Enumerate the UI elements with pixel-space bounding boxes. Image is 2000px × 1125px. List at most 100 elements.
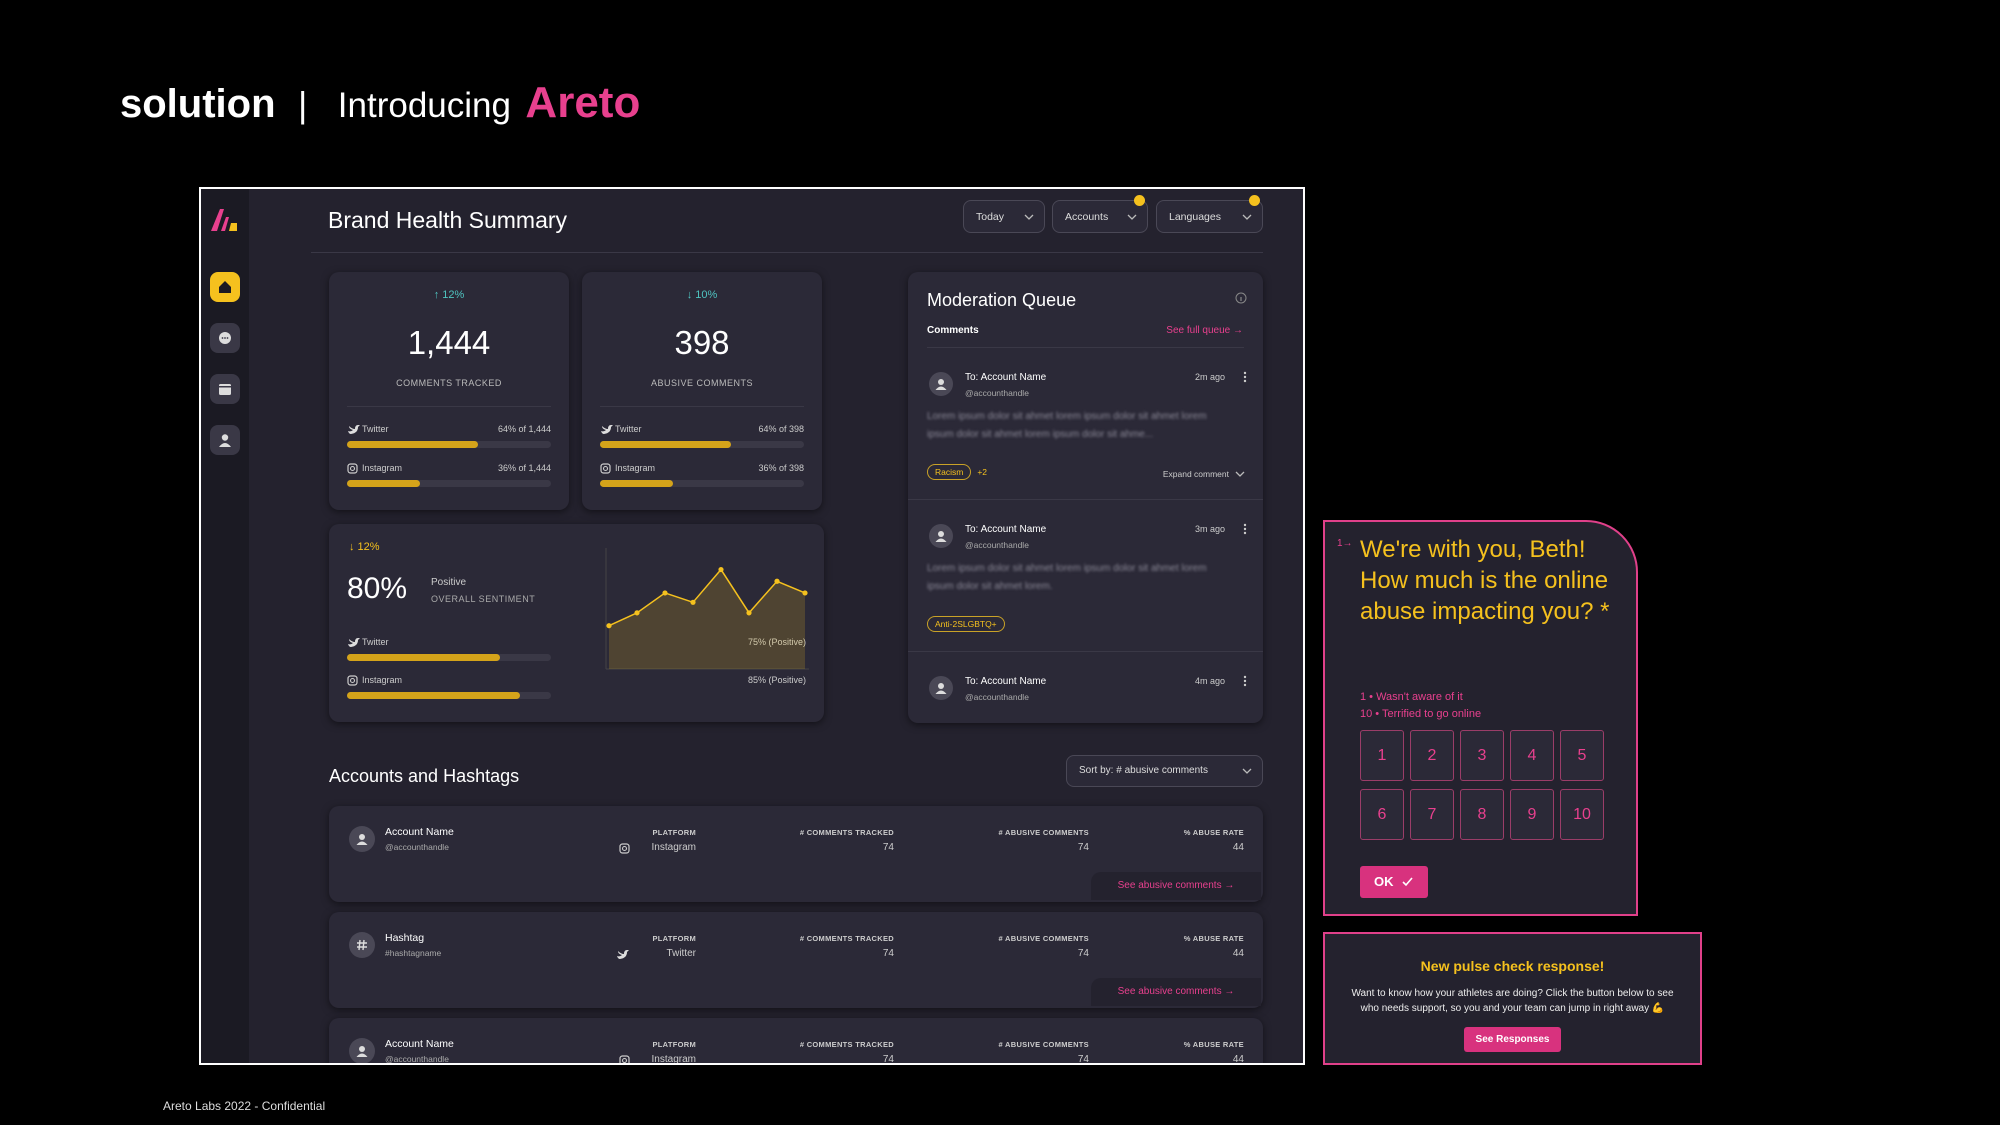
header-intro: Introducing [337,86,511,125]
comment-handle: @accounthandle [965,691,1029,702]
rating-option[interactable]: 1 [1360,730,1404,781]
column-value: 74 [1077,948,1089,959]
sentiment-card: ↓ 12% 80% Positive OVERALL SENTIMENT Twitter… [329,524,824,722]
moderation-tab[interactable]: Comments [927,325,979,336]
card-divider [927,347,1244,348]
progress-fill [347,441,478,448]
expand-comment[interactable]: Expand comment [1162,468,1229,479]
sort-dropdown[interactable]: Sort by: # abusive comments [1066,755,1263,787]
rating-option[interactable]: 6 [1360,789,1404,840]
nav-comments[interactable] [210,323,240,353]
ok-label: OK [1374,874,1394,890]
comment-handle: @accounthandle [965,387,1029,398]
rating-label: 1 [1377,747,1387,765]
check-icon [1402,877,1413,887]
sidebar [201,189,249,1063]
tag-list: Anti-2SLGBTQ+ [927,616,1005,632]
sentiment-sublabel: OVERALL SENTIMENT [431,593,536,604]
sentiment-chart [605,548,809,670]
item-divider [908,651,1263,652]
icon-shape [221,217,229,231]
column-value: Twitter [666,948,696,959]
account-row: Hashtag #hashtagname PLATFORM Twitter # COMM… [329,912,1263,1008]
tag: Anti-2SLGBTQ+ [927,616,1005,632]
icon-shape [601,425,613,434]
header-label: solution [120,82,276,126]
nav-home[interactable] [210,272,240,302]
tag: +2 [977,467,988,477]
icon-shape [935,538,947,542]
icon-shape [211,209,224,231]
icon-shape [221,434,229,441]
account-name: Hashtag [385,931,425,944]
platform-name: Instagram [615,462,656,473]
icon-shape [1243,379,1247,383]
rating-option[interactable]: 8 [1460,789,1504,840]
see-responses-button[interactable]: See Responses [1464,1027,1561,1052]
line-point [774,578,780,584]
header-brand: Areto [525,78,641,127]
icon-shape [619,843,630,854]
avatar-icon [356,834,368,845]
see-full-queue-link[interactable]: See full queue → [1166,325,1243,336]
see-abusive-comments-button[interactable]: See abusive comments → [1091,978,1261,1006]
icon-shape [356,1053,368,1057]
rating-label: 2 [1427,747,1437,765]
nav-calendar[interactable] [210,374,240,404]
tag: Racism [927,464,972,480]
icon-shape [226,337,229,339]
column-header: % ABUSE RATE [1183,1039,1244,1049]
stat-change: ↑ 12% [433,289,465,302]
scale-min-label: 1 • Wasn't aware of it [1360,691,1463,704]
rating-option[interactable]: 7 [1410,789,1454,840]
ok-button[interactable]: OK [1360,866,1428,898]
line-point [802,590,808,596]
stat-card: ↓ 10% 398 ABUSIVE COMMENTS Twitter 64% of 39… [582,272,822,510]
chevron [1242,768,1252,774]
question-text: We're with you, Beth! How much is the on… [1360,536,1610,625]
sort-label: Sort by: # abusive comments [1079,765,1208,776]
platform-share: 64% of 1,444 [497,423,551,434]
column-value: 74 [882,1054,894,1065]
progress-fill [600,480,674,487]
icon-shape [621,845,628,852]
progress-fill [347,692,521,699]
stat-value: 398 [674,324,730,362]
rating-option[interactable]: 3 [1460,730,1504,781]
more-menu[interactable] [1243,523,1247,535]
line-area [609,569,805,669]
rating-option[interactable]: 9 [1510,789,1554,840]
nav-profile[interactable] [210,425,240,455]
column-value: Instagram [651,842,696,853]
filter-label: Today [976,210,1005,223]
more-menu[interactable] [1243,675,1247,687]
filter-dropdown[interactable]: Today [963,200,1045,233]
column-value: 74 [1077,842,1089,853]
see-abusive-comments-button[interactable]: See abusive comments → [1091,872,1261,900]
platform-share: 75% (Positive) [747,636,806,647]
filter-dropdown[interactable]: Languages [1156,200,1263,233]
icon-shape [357,939,367,951]
rating-option[interactable]: 4 [1510,730,1554,781]
progress-fill [600,441,731,448]
chevron [1235,471,1245,477]
filter-dropdown[interactable]: Accounts [1052,200,1148,233]
platform-share: 36% of 1,444 [497,462,551,473]
nav-comments-icon [219,332,231,344]
scale-max-label: 10 • Terrified to go online [1360,708,1482,721]
progress-track [600,480,804,487]
icon-shape [621,1057,628,1063]
rating-option[interactable]: 10 [1560,789,1604,840]
icon-shape [1235,292,1247,304]
instagram-icon [347,675,358,686]
icon-shape [1402,877,1413,887]
slide-header: solution | Introducing Areto [120,78,640,128]
rating-option[interactable]: 2 [1410,730,1454,781]
progress-track [347,441,551,448]
card-divider [347,406,551,407]
avatar-icon [935,683,947,694]
column-value: 74 [882,948,894,959]
more-menu[interactable] [1243,371,1247,383]
rating-option[interactable]: 5 [1560,730,1604,781]
